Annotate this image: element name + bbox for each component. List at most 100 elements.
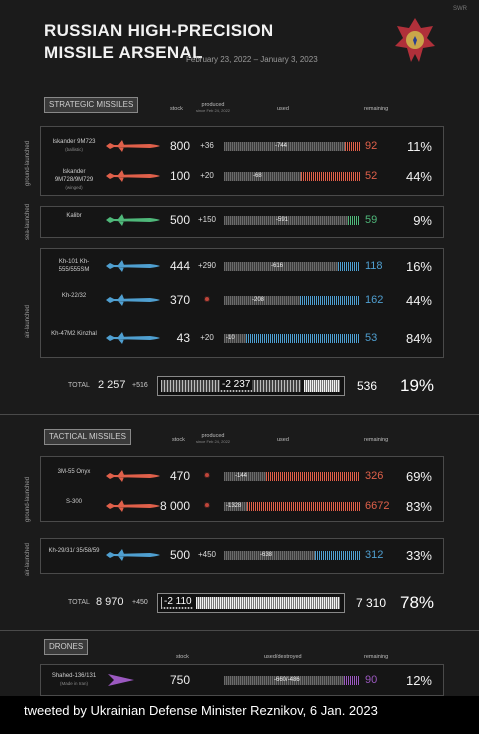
strategic-stock: 500 [169,213,190,227]
tactical-remaining: 312 [365,549,384,561]
strategic-stock: 800 [169,139,190,153]
strategic-produced: +36 [200,141,214,150]
unknown-production-icon: ✹ [203,471,211,480]
tactical-name-text: Kh-29/31/ 35/58/59 [48,548,100,554]
strategic-remaining-fill [345,142,360,151]
missile-icon [106,140,160,152]
group-tactical-ground [40,456,444,522]
strategic-remaining: 53 [365,332,378,344]
strategic-produced: +20 [200,171,214,180]
strategic-remaining-fill [338,262,360,271]
section-divider-2 [0,630,479,631]
col-remaining-drones: remaining [364,654,389,660]
strategic-used: -744 [275,143,288,149]
strategic-name: Kh-47M2 Kinzhal [44,330,104,338]
strategic-percent: 11% [406,139,432,154]
col-produced-tactical: produced since Feb 24, 2022 [196,433,230,444]
tactical-used-fill [224,502,247,511]
strategic-stock: 43 [176,331,190,345]
tactical-name-text: 3M-55 Onyx [57,469,91,475]
strategic-stock: 444 [169,259,190,273]
col-produced-note: since Feb 24, 2022 [196,108,231,113]
tactical-used: -638 [260,552,273,558]
col-remaining: remaining [364,106,389,112]
tactical-total-stock: 8 970 [96,596,124,608]
col-stock-tactical: stock [172,437,185,443]
strategic-used: -68 [253,173,262,179]
tactical-remaining-fill [266,472,360,481]
tactical-remaining-fill [247,502,360,511]
tactical-name-text: S-300 [65,499,82,505]
col-used: used [277,106,289,112]
strategic-name: Kh-101 Kh-555/555SM [44,258,104,274]
corner-mark: SWR [453,6,467,12]
group-strategic-ground [40,126,444,196]
strategic-percent: 16% [405,259,432,274]
strategic-used-fill [224,142,345,151]
strategic-produced: +290 [197,261,217,270]
strategic-total-remaining: 536 [357,379,378,393]
tactical-remaining: 326 [365,470,384,482]
tactical-missile [104,468,162,482]
strategic-produced: +150 [197,215,217,224]
drone-name-text: Shahed-136/131 [51,673,97,679]
drone-name: Shahed-136/131 (Made in Iran) [44,672,104,688]
strategic-stock: 370 [169,293,190,307]
drone-missile [104,672,162,686]
tactical-name: S-300 [44,498,104,506]
tactical-name: 3M-55 Onyx [44,468,104,476]
missile-icon [106,260,160,272]
strategic-bar: -68 [224,172,360,181]
tactical-used-fill [224,551,315,560]
col-used-tactical: used [277,437,289,443]
col-stock: stock [170,106,183,112]
section-divider [0,414,479,415]
col-produced-label: produced [201,102,225,108]
tactical-produced: +450 [197,550,217,559]
tactical-total-produced: +450 [132,599,148,606]
strategic-total-produced: +516 [132,382,148,389]
strategic-remaining: 118 [365,260,383,272]
strategic-name-text: Kh-101 Kh-555/555SM [58,259,90,273]
tactical-bar: -1328 [224,502,360,511]
tactical-remaining: 6672 [365,500,390,512]
tactical-stock: 500 [169,548,190,562]
strategic-name-text: Iskander 9M728/9M729 [54,169,94,183]
strategic-bar: -10 [224,334,360,343]
label-tactical-ground-launched: ground-launched [25,476,31,522]
strategic-total-label: TOTAL [68,382,90,389]
strategic-bar: -744 [224,142,360,151]
tactical-remaining-fill [315,551,360,560]
date-range: February 23, 2022 – January 3, 2023 [186,55,318,64]
tactical-name: Kh-29/31/ 35/58/59 [44,547,104,555]
strategic-used-fill [224,216,348,225]
tactical-bar: -144 [224,472,360,481]
tactical-total-remaining: 7 310 [356,596,387,610]
strategic-name-text: Kalibr [66,213,82,219]
col-remaining-tactical: remaining [364,437,389,443]
strategic-stock: 100 [169,169,190,183]
strategic-percent: 44% [405,169,432,184]
col-produced-label-tactical: produced [201,433,225,439]
tactical-total-remaining-fill [196,597,340,609]
label-sea-launched: sea-launched [25,203,31,240]
strategic-total-percent: 19% [400,376,435,395]
section-strategic-missiles: STRATEGIC MISSILES [44,97,139,113]
ukraine-defense-emblem-icon [395,18,435,62]
tactical-stock: 470 [169,469,190,483]
title-line-2: MISSILE ARSENAL [44,43,203,62]
tactical-used-fill [224,472,266,481]
strategic-used: -208 [252,297,265,303]
strategic-missile [104,138,162,152]
missile-icon [106,500,160,512]
strategic-name-note: (winged) [65,185,83,190]
drone-remaining: 90 [365,674,378,686]
missile-icon [106,549,160,561]
tactical-total-used: -2 110 [162,596,194,607]
label-tactical-air-launched: air-launched [25,542,31,576]
drone-used-fill [224,676,344,685]
strategic-bar: -591 [224,216,360,225]
col-used-destroyed: used/destroyed [264,654,302,660]
strategic-remaining: 162 [365,294,384,306]
page-title: RUSSIAN HIGH-PRECISION MISSILE ARSENAL [44,20,274,64]
